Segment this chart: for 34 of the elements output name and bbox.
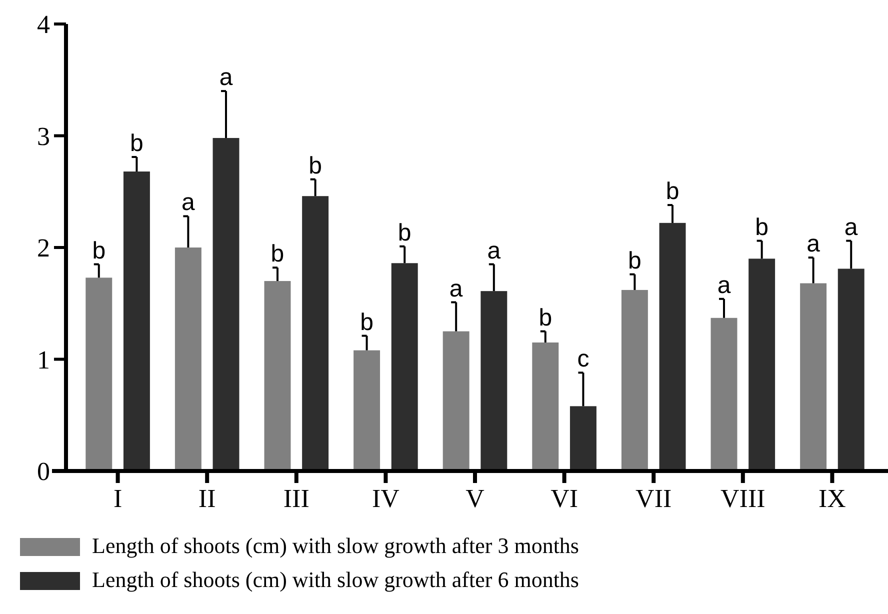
y-tick-label: 0	[37, 457, 50, 486]
data-label: b	[538, 304, 552, 332]
x-tick-label: V	[466, 484, 485, 513]
x-tick-label: I	[113, 484, 122, 513]
data-label: b	[398, 219, 412, 246]
x-tick-label: IV	[372, 484, 400, 513]
data-label: b	[130, 130, 144, 157]
data-label: a	[449, 275, 464, 302]
x-tick-label: IX	[818, 484, 846, 513]
y-tick-label: 1	[37, 345, 50, 374]
data-label: c	[577, 346, 590, 373]
x-tick-label: II	[198, 484, 216, 513]
data-label: a	[844, 214, 858, 241]
x-tick-label: VII	[636, 484, 672, 513]
data-label: b	[92, 237, 106, 264]
x-tick-label: VI	[550, 484, 578, 513]
data-label: b	[628, 247, 642, 274]
data-label: a	[219, 64, 234, 92]
y-tick-label: 2	[37, 234, 50, 263]
x-tick-label: III	[283, 484, 310, 513]
data-label: b	[666, 178, 680, 206]
data-label: b	[360, 308, 374, 336]
y-tick-label: 4	[37, 10, 50, 40]
legend-label: Length of shoots (cm) with slow growth after 6 months	[92, 567, 579, 592]
data-label: a	[182, 189, 196, 216]
data-label: b	[755, 214, 768, 241]
data-label: a	[487, 237, 502, 264]
x-tick-label: VIII	[720, 484, 766, 513]
data-label: a	[717, 272, 732, 299]
y-tick-label: 3	[37, 122, 50, 151]
data-label: a	[806, 230, 821, 258]
data-label: b	[308, 152, 322, 180]
legend-label: Length of shoots (cm) with slow growth after 3 months	[92, 533, 579, 558]
data-label: b	[270, 240, 284, 268]
